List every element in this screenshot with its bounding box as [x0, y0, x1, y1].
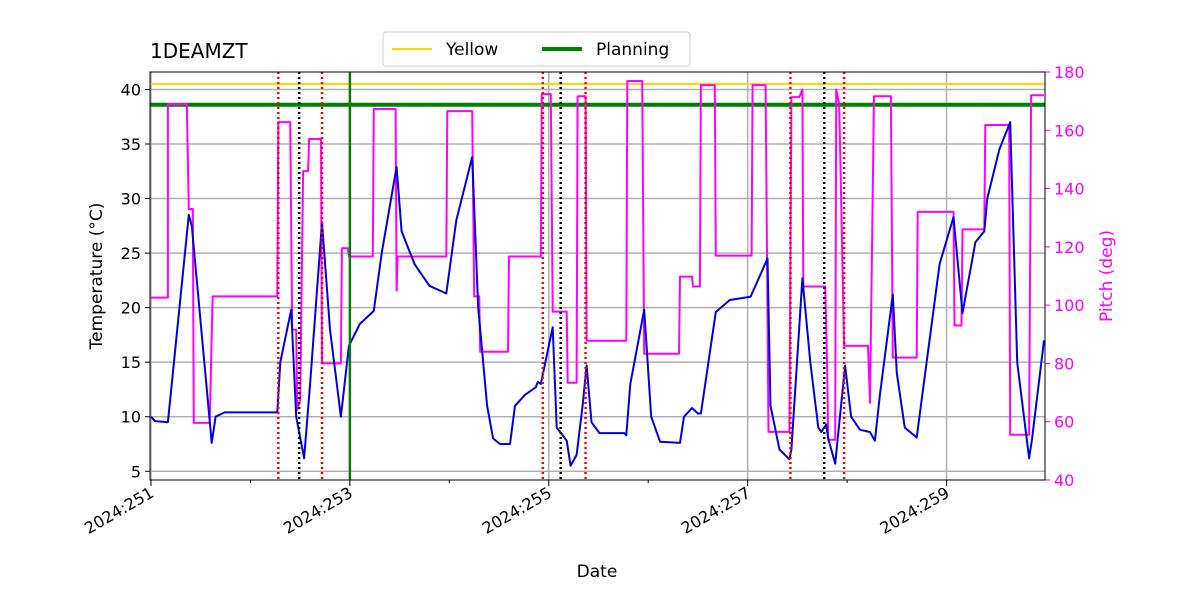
x-tick-label: 2024:253 [280, 483, 356, 538]
y2-tick-label: 120 [1054, 238, 1085, 257]
y-tick-label: 10 [121, 408, 141, 427]
y2-axis-label: Pitch (deg) [1097, 230, 1117, 322]
y-tick-label: 5 [131, 462, 141, 481]
series-line [151, 80, 1044, 441]
x-tick-label: 2024:251 [81, 483, 157, 538]
plot-frame [149, 71, 1046, 481]
y2-tick-label: 80 [1054, 354, 1074, 373]
legend-label: Yellow [445, 40, 498, 60]
x-tick-label: 2024:255 [479, 483, 555, 538]
y2-tick-label: 160 [1054, 121, 1085, 140]
series-line [150, 121, 1045, 467]
legend-box [382, 31, 691, 67]
plot-area [150, 72, 1045, 480]
legend-label: Planning [596, 40, 669, 60]
y2-tick-label: 140 [1054, 180, 1085, 199]
y2-tick-label: 60 [1054, 413, 1074, 432]
y-tick-label: 20 [121, 299, 141, 318]
y-tick-label: 30 [121, 190, 141, 209]
y2-tick-label: 100 [1054, 296, 1085, 315]
y-tick-label: 40 [121, 80, 141, 99]
y-axis-label: Temperature (°C) [87, 203, 107, 351]
y2-tick-label: 40 [1054, 471, 1074, 490]
y2-tick-label: 180 [1054, 63, 1085, 82]
legend: Yellow Planning [382, 31, 691, 67]
y-tick-label: 35 [121, 135, 141, 154]
chart-title: 1DEAMZT [150, 39, 248, 63]
y-tick-label: 25 [121, 244, 141, 263]
y-tick-label: 15 [121, 353, 141, 372]
x-axis-label: Date [577, 562, 618, 582]
x-tick-label: 2024:259 [877, 483, 953, 538]
x-tick-label: 2024:257 [678, 483, 754, 538]
